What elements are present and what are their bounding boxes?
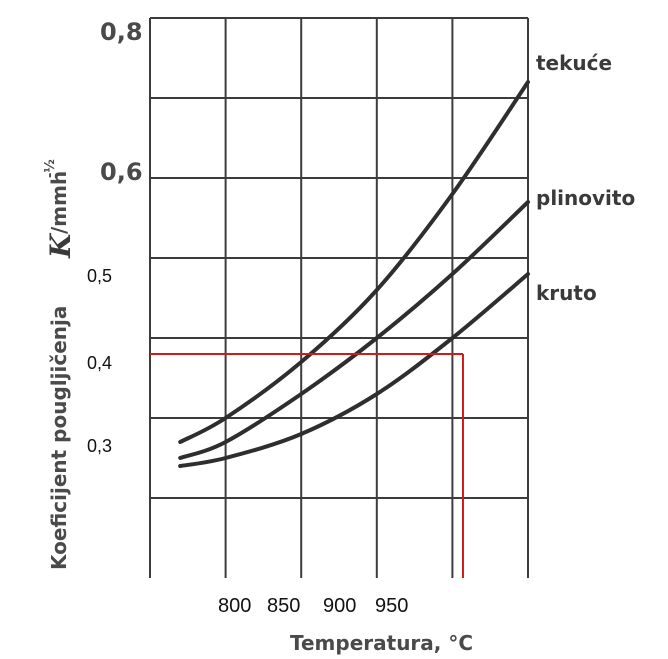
plot-grid — [149, 17, 529, 578]
series-line-tekuce — [178, 80, 530, 444]
series-label-kruto: kruto — [536, 281, 597, 305]
series-label-tekuce: tekuće — [536, 51, 612, 75]
series-line-kruto — [178, 272, 530, 468]
x-axis-title: Temperatura, °C — [290, 631, 473, 655]
y-axis-title-symbol: K — [44, 232, 77, 259]
x-tick-label: 850 — [267, 595, 300, 617]
y-tick-label: 0,6 — [100, 158, 143, 186]
y-tick-label: 0,5 — [87, 266, 112, 286]
y-tick-label: 0,4 — [87, 353, 112, 373]
y-axis-title-exponent: -½ — [43, 159, 58, 178]
y-tick-label: 0,8 — [100, 18, 143, 46]
y-axis-title-main: Koeficijent pougljičenja — [47, 306, 71, 570]
series-label-plinovito: plinovito — [536, 186, 635, 210]
series-line-plinovito — [178, 200, 530, 460]
reference-lines — [150, 353, 464, 578]
x-tick-label: 900 — [323, 595, 356, 617]
y-axis-title-unit: /mmh — [47, 171, 71, 234]
x-tick-label: 800 — [218, 595, 251, 617]
y-tick-label: 0,3 — [87, 436, 112, 456]
series-curves — [178, 80, 530, 468]
y-axis-title: Koeficijent pougljičenja K /mmh -½ — [43, 159, 77, 570]
x-tick-label: 950 — [375, 595, 408, 617]
